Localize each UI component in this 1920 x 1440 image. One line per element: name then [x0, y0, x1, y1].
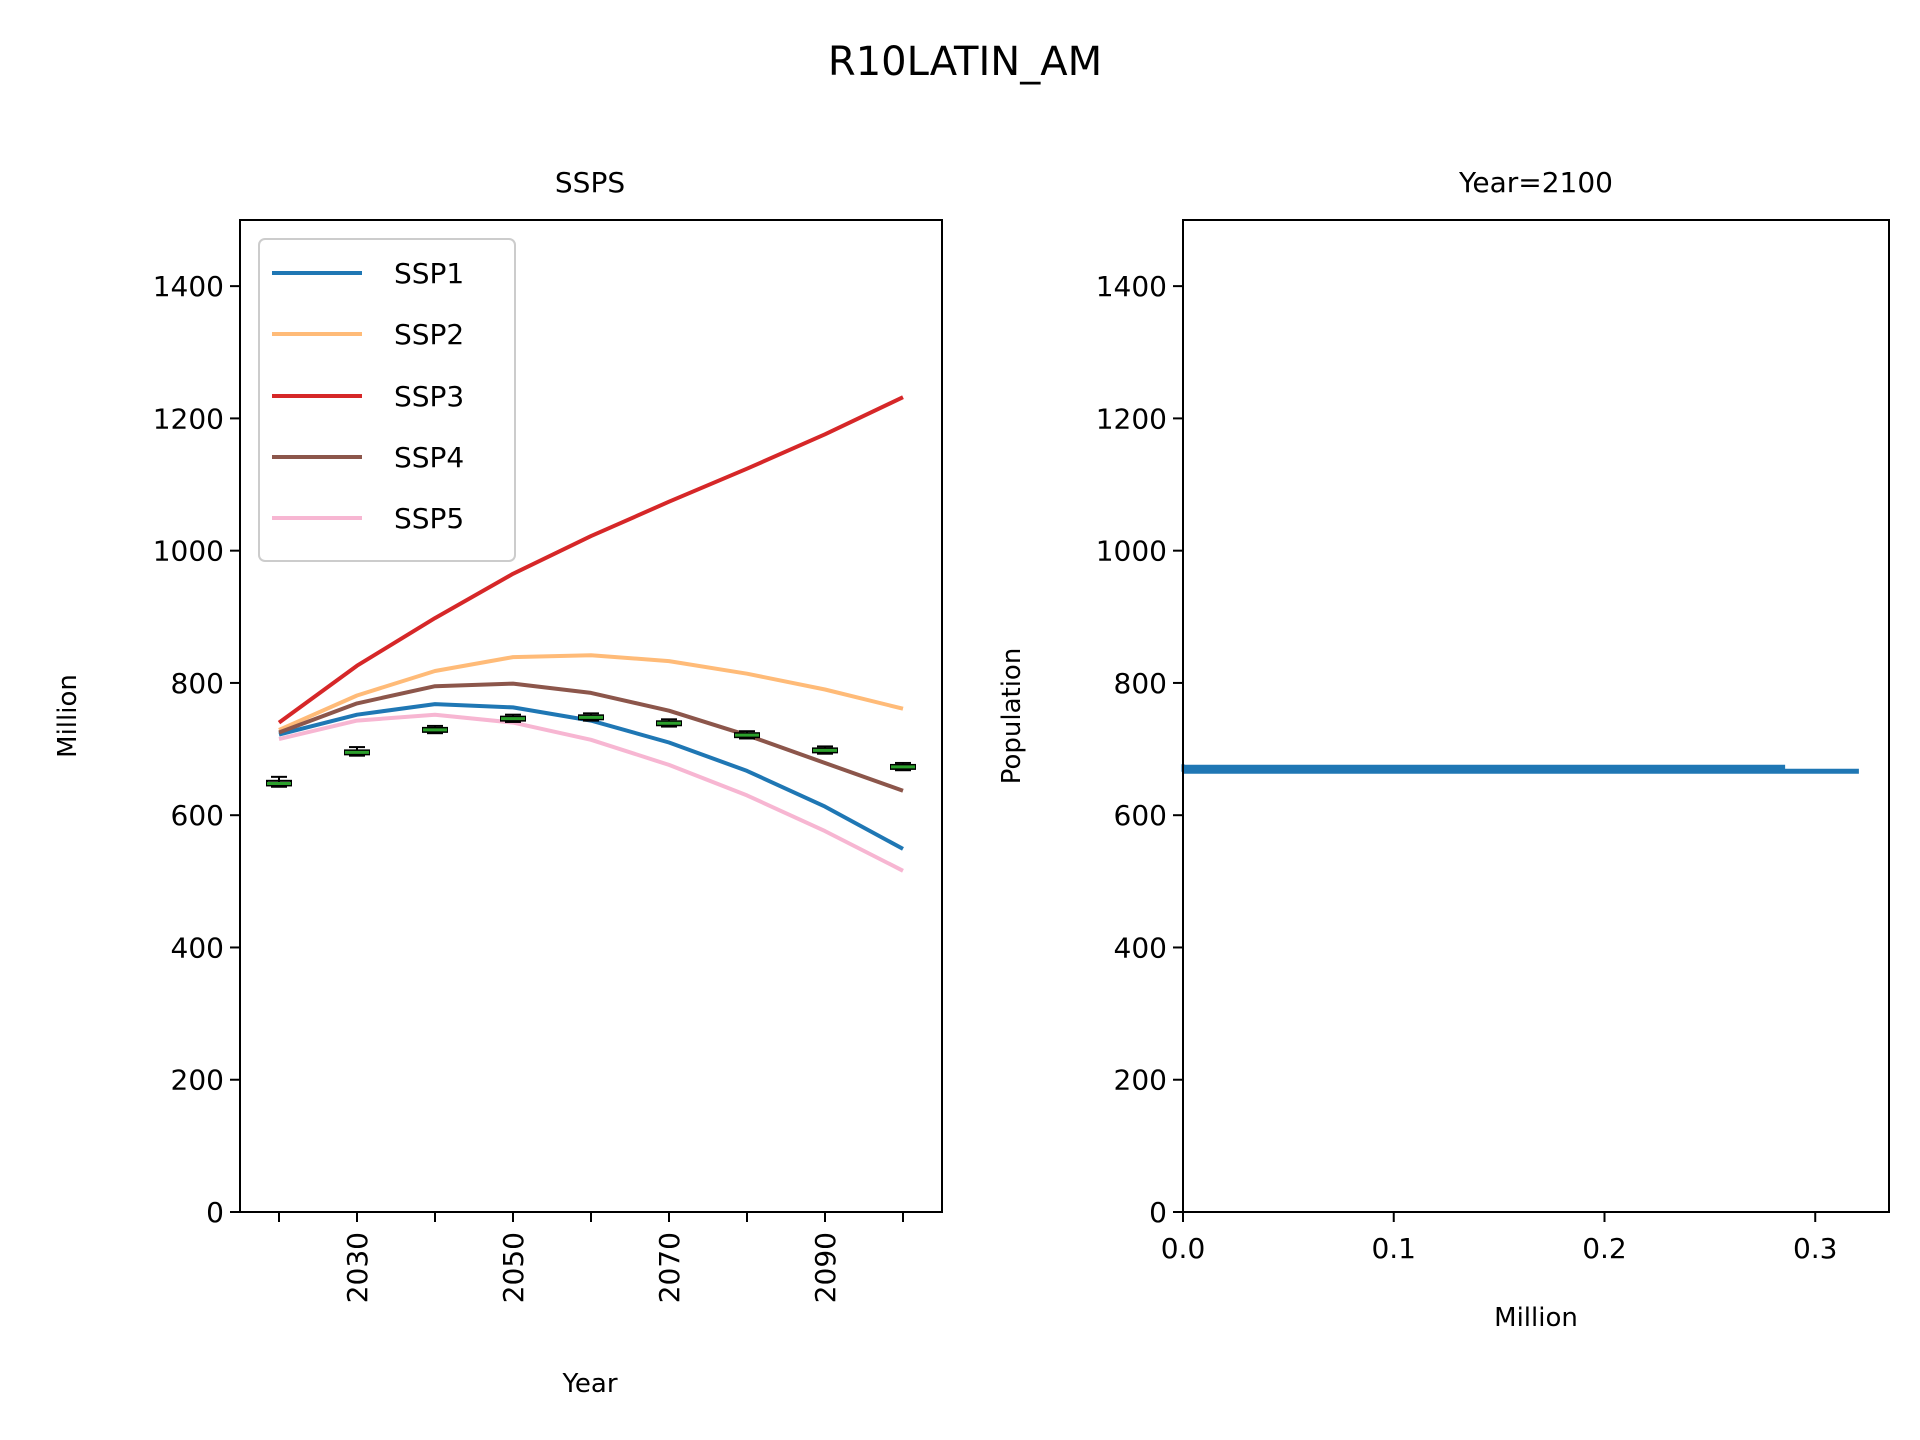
left-panel-title: SSPS [555, 166, 625, 199]
left-y-tick-label: 200 [171, 1064, 224, 1097]
right-y-tick-label: 200 [1114, 1064, 1167, 1097]
box-2090 [812, 745, 838, 755]
legend-box [258, 238, 516, 562]
left-x-tick-label: 2090 [809, 1232, 842, 1303]
box-2030 [344, 746, 370, 757]
right-x-tick-label: 0.0 [1161, 1232, 1206, 1265]
right-y-tick-label: 400 [1114, 931, 1167, 964]
left-y-tick-label: 1400 [153, 270, 224, 303]
right-y-tick-label: 600 [1114, 799, 1167, 832]
box-2070 [656, 718, 682, 728]
left-x-tick-label: 2070 [653, 1232, 686, 1303]
left-y-tick-label: 1200 [153, 402, 224, 435]
series-line-ssp3 [277, 395, 904, 725]
right-x-tick-label: 0.3 [1793, 1232, 1838, 1265]
left-y-tick-label: 1000 [153, 535, 224, 568]
box-2060 [578, 712, 604, 722]
right-y-tick-label: 1000 [1096, 535, 1167, 568]
box-2080 [734, 730, 760, 740]
right-x-tick-label: 0.2 [1582, 1232, 1627, 1265]
legend-label-ssp5: SSP5 [394, 502, 464, 535]
right-panel: Year=2100 0 200 400 600 800 1000 1200 1400 0.0 0.… [997, 166, 1890, 1333]
left-plot-area: 0 200 400 600 800 1000 1200 1400 2030 2050 2070 209… [153, 270, 916, 1303]
right-plot-area: 0 200 400 600 800 1000 1200 1400 0.0 0.1 0.2 0.3 [1096, 270, 1859, 1265]
right-y-tick-label: 800 [1114, 667, 1167, 700]
left-x-tick-label: 2030 [341, 1232, 374, 1303]
left-y-tick-label: 600 [171, 799, 224, 832]
left-y-tick-label: 400 [171, 931, 224, 964]
left-x-tick-label: 2050 [497, 1232, 530, 1303]
right-y-tick-label: 1200 [1096, 402, 1167, 435]
box-2050 [500, 713, 526, 723]
legend-label-ssp3: SSP3 [394, 380, 464, 413]
right-y-axis-label: Population [997, 648, 1027, 785]
left-y-axis-label: Million [53, 674, 83, 758]
legend: SSP1 SSP2 SSP3 SSP4 SSP5 [258, 238, 516, 562]
left-x-axis-label: Year [561, 1369, 617, 1399]
legend-label-ssp2: SSP2 [394, 318, 464, 351]
legend-label-ssp1: SSP1 [394, 257, 464, 290]
legend-label-ssp4: SSP4 [394, 441, 464, 474]
right-x-tick-label: 0.1 [1371, 1232, 1416, 1265]
figure-title: R10LATIN_AM [828, 39, 1102, 85]
left-axes-frame [239, 219, 943, 1213]
series-line-ssp4 [278, 681, 904, 793]
right-x-axis-label: Million [1494, 1303, 1578, 1333]
series-line-ssp1 [278, 702, 904, 851]
box-2020 [266, 775, 292, 788]
box-2100 [890, 761, 916, 772]
left-panel: SSPS 0 200 400 600 800 1000 1200 1400 2030 2050 20… [53, 166, 943, 1399]
box-2040 [422, 724, 448, 735]
left-y-tick-label: 0 [206, 1196, 224, 1229]
right-panel-title: Year=2100 [1458, 166, 1613, 199]
series-line-ssp2 [278, 653, 904, 732]
right-y-tick-label: 1400 [1096, 270, 1167, 303]
left-y-tick-label: 800 [171, 667, 224, 700]
right-axes-frame [1182, 219, 1890, 1213]
series-line-ssp5 [278, 712, 904, 873]
right-y-tick-label: 0 [1149, 1196, 1167, 1229]
